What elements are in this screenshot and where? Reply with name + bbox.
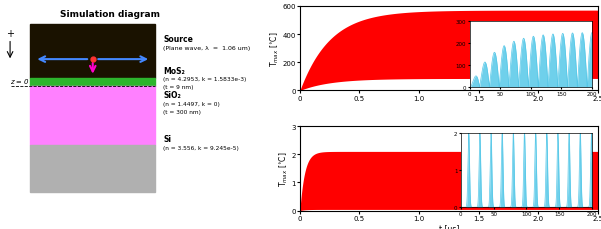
Bar	[31, 78, 155, 86]
Text: SiO₂: SiO₂	[163, 91, 181, 100]
Text: (n = 3.556, k = 9.245e-5): (n = 3.556, k = 9.245e-5)	[163, 145, 239, 150]
Text: Simulation diagram: Simulation diagram	[60, 10, 160, 19]
Text: (t = 9 nm): (t = 9 nm)	[163, 85, 194, 90]
Bar	[31, 86, 155, 145]
X-axis label: t [μs]: t [μs]	[439, 224, 459, 229]
Text: MoS₂: MoS₂	[163, 67, 185, 76]
Text: (n = 4.2953, k = 1.5833e-3): (n = 4.2953, k = 1.5833e-3)	[163, 77, 246, 82]
Y-axis label: T$_{max}$ [$^{\circ}$C]: T$_{max}$ [$^{\circ}$C]	[277, 151, 290, 186]
Text: +: +	[6, 28, 14, 38]
Text: z = 0: z = 0	[10, 78, 29, 84]
Bar	[31, 25, 155, 78]
Text: Source: Source	[163, 35, 193, 44]
Text: Si: Si	[163, 135, 171, 144]
Y-axis label: T$_{max}$ [$^{\circ}$C]: T$_{max}$ [$^{\circ}$C]	[268, 31, 281, 67]
Text: (Plane wave, λ  =  1.06 um): (Plane wave, λ = 1.06 um)	[163, 46, 251, 51]
Text: (n = 1.4497, k = 0): (n = 1.4497, k = 0)	[163, 101, 220, 106]
Bar	[31, 145, 155, 192]
Text: (t = 300 nm): (t = 300 nm)	[163, 109, 201, 114]
